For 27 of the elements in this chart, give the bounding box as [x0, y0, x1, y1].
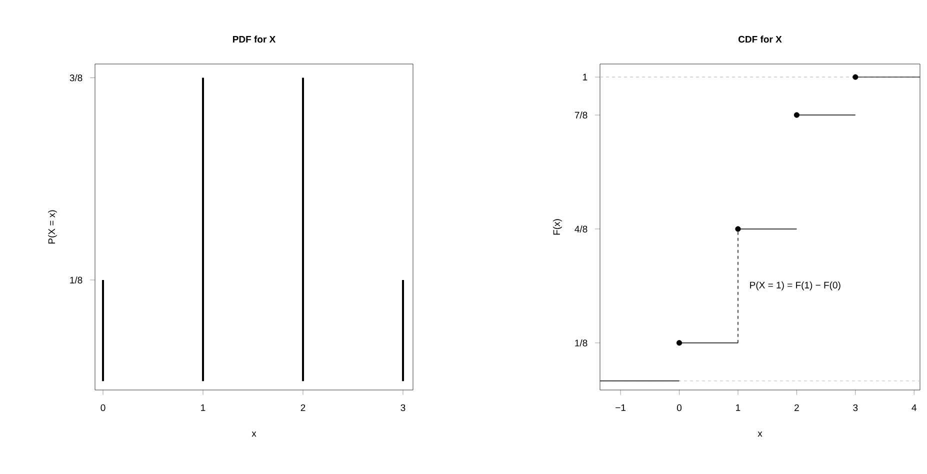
- point: [794, 112, 800, 118]
- x-tick-label: 3: [400, 404, 406, 412]
- chart-title: PDF for X: [233, 36, 276, 43]
- x-tick-label: 1: [736, 404, 740, 411]
- y-tick-label: 1: [583, 74, 588, 80]
- x-tick-label: 2: [300, 404, 306, 411]
- point: [735, 226, 741, 232]
- x-tick-label: 0: [677, 404, 682, 412]
- x-tick-label: −1: [616, 404, 626, 411]
- y-tick-label: 1/8: [575, 339, 588, 346]
- x-axis-title: x: [758, 432, 762, 437]
- chart-title: CDF for X: [738, 36, 782, 43]
- x-tick-label: 1: [201, 404, 206, 411]
- y-tick-label: 3/8: [70, 74, 82, 82]
- annotation: P(X = 1) = F(1) − F(0): [750, 282, 840, 290]
- x-tick-label: 0: [100, 404, 106, 412]
- point: [676, 340, 682, 346]
- y-axis-title: F(x): [553, 219, 562, 235]
- x-tick-label: 3: [853, 404, 858, 412]
- y-tick-label: 7/8: [574, 112, 588, 119]
- x-tick-label: 2: [794, 404, 799, 411]
- x-tick-label: 4: [912, 404, 916, 411]
- point: [852, 74, 858, 80]
- y-tick-label: 4/8: [574, 225, 588, 232]
- y-tick-label: 1/8: [70, 276, 82, 284]
- y-axis-title: P(X = x): [48, 210, 57, 244]
- x-axis-title: x: [252, 432, 256, 437]
